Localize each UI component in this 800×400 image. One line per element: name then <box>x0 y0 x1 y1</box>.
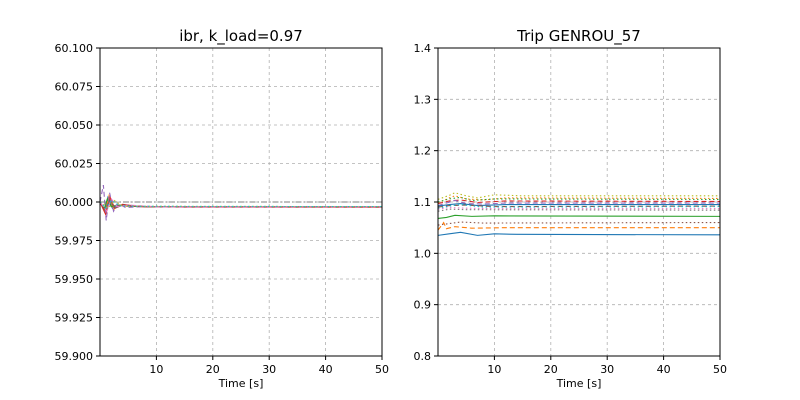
plot-area: 10 20 30 40 50 59.900 59.925 59.950 59.975 60.000… <box>55 42 390 376</box>
x-tick-label: 20 <box>544 363 558 376</box>
series-line-14 <box>438 231 720 236</box>
series-line-4 <box>438 199 720 205</box>
x-axis-label: Time [s] <box>218 377 264 390</box>
y-tick-label: 59.975 <box>55 235 94 248</box>
series-line-2 <box>438 195 720 204</box>
series-line-5 <box>100 184 382 221</box>
y-tick-label: 60.025 <box>55 158 94 171</box>
x-tick-label: 30 <box>262 363 276 376</box>
series-line-8 <box>438 204 720 209</box>
chart-title: ibr, k_load=0.97 <box>179 27 303 46</box>
y-tick-label: 59.925 <box>55 312 94 325</box>
y-tick-label: 1.3 <box>414 93 432 106</box>
y-tick-label: 60.050 <box>55 119 94 132</box>
y-tick-label: 0.8 <box>414 350 432 363</box>
x-tick-label: 10 <box>149 363 163 376</box>
y-tick-label: 60.100 <box>55 42 94 55</box>
y-tick-label: 1.1 <box>414 196 432 209</box>
x-axis-label: Time [s] <box>556 377 602 390</box>
y-tick-label: 1.4 <box>414 42 432 55</box>
series-line-3 <box>438 196 720 203</box>
x-tick-label: 30 <box>600 363 614 376</box>
y-tick-label: 0.9 <box>414 299 432 312</box>
y-tick-label: 59.900 <box>55 350 94 363</box>
series-line-1 <box>438 192 720 200</box>
x-tick-label: 40 <box>657 363 671 376</box>
subplot-trip-genrou-57: Trip GENROU_57 Time [s] 10 20 30 40 50 0.8 0.9… <box>414 27 728 390</box>
chart-title: Trip GENROU_57 <box>516 27 641 46</box>
x-tick-label: 20 <box>206 363 220 376</box>
y-tick-label: 1.0 <box>414 247 432 260</box>
x-tick-label: 40 <box>319 363 333 376</box>
y-tick-label: 60.075 <box>55 81 94 94</box>
subplot-frequency: ibr, k_load=0.97 Time [s] 10 20 30 40 50 59.9… <box>55 27 390 390</box>
series-group <box>438 192 720 236</box>
y-tick-label: 60.000 <box>55 196 94 209</box>
series-line-11 <box>438 214 720 219</box>
series-line-6 <box>438 202 720 207</box>
series-line-13 <box>438 221 720 231</box>
x-tick-label: 50 <box>375 363 389 376</box>
series-line-9 <box>438 207 720 210</box>
x-tick-label: 10 <box>487 363 501 376</box>
series-group <box>100 184 382 221</box>
series-line-12 <box>438 221 720 226</box>
x-tick-label: 50 <box>713 363 727 376</box>
series-line-5 <box>438 199 720 207</box>
y-tick-label: 59.950 <box>55 273 94 286</box>
series-line-10 <box>100 199 382 210</box>
plot-area: 10 20 30 40 50 0.8 0.9 1.0 1.1 1.2 1.3 1.4 <box>414 42 728 376</box>
y-tick-label: 1.2 <box>414 145 432 158</box>
